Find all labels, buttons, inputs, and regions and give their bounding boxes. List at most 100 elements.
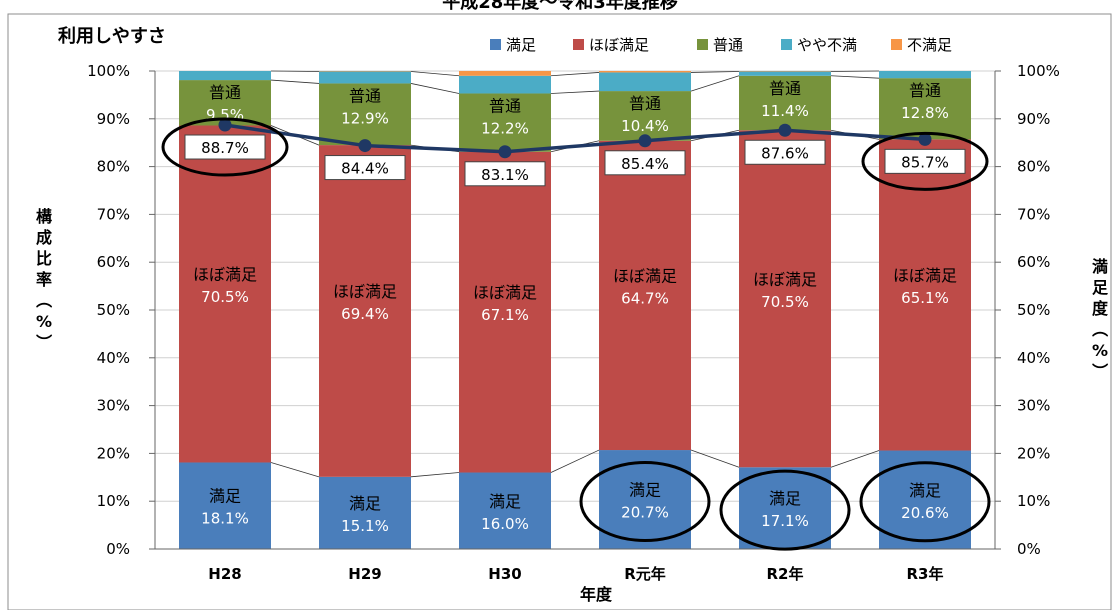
bar-label-series-name: 満足 — [769, 489, 801, 508]
satisfaction-point — [639, 134, 652, 147]
legend-label: 満足 — [506, 36, 536, 54]
y-axis-left-title-char: 比 — [36, 249, 52, 268]
y-axis-right-title-char: 度 — [1092, 299, 1109, 318]
y-tick-label-left: 40% — [97, 349, 130, 367]
y-tick-label-left: 20% — [97, 444, 130, 462]
bar-label-value: 70.5% — [201, 288, 249, 306]
bar-label-series-name: ほぼ満足 — [333, 282, 397, 301]
legend-label: 不満足 — [907, 36, 952, 54]
bar-segment — [459, 71, 551, 76]
y-axis-left-title-char: 成 — [36, 228, 52, 247]
y-tick-label-right: 40% — [1017, 349, 1050, 367]
x-tick-label: H30 — [488, 565, 521, 583]
bar-label-value: 16.0% — [481, 515, 529, 533]
y-tick-label-left: 80% — [97, 158, 130, 176]
bar-label-series-name: 普通 — [769, 79, 801, 98]
bar-label-value: 70.5% — [761, 293, 809, 311]
y-tick-label-right: 10% — [1017, 492, 1050, 510]
bar-label-value: 20.6% — [901, 504, 949, 522]
bar-label-value: 18.1% — [201, 510, 249, 528]
bar-label-series-name: 普通 — [349, 86, 381, 105]
legend-swatch — [573, 39, 584, 50]
legend-label: 普通 — [713, 36, 743, 54]
satisfaction-label: 88.7% — [201, 139, 249, 157]
bar-label-series-name: 満足 — [909, 481, 941, 500]
x-tick-label: R元年 — [624, 565, 666, 583]
y-axis-left-title-char: （ — [34, 292, 53, 308]
y-axis-left-title-char: ） — [34, 334, 53, 350]
y-tick-label-left: 90% — [97, 110, 130, 128]
y-tick-label-left: 30% — [97, 397, 130, 415]
y-axis-right-title-char: 満 — [1092, 257, 1108, 276]
y-tick-label-right: 80% — [1017, 158, 1050, 176]
bar-label-value: 11.4% — [761, 102, 809, 120]
legend-label: やや不満 — [797, 36, 857, 54]
bar-segment — [179, 71, 271, 80]
y-tick-label-left: 50% — [97, 301, 130, 319]
legend-label: ほぼ満足 — [589, 36, 649, 54]
satisfaction-point — [779, 124, 792, 137]
bar-label-series-name: 普通 — [489, 96, 521, 115]
bar-label-series-name: 満足 — [349, 494, 381, 513]
bar-label-series-name: ほぼ満足 — [893, 266, 957, 285]
bar-label-series-name: 普通 — [909, 81, 941, 100]
bar-label-series-name: ほぼ満足 — [753, 270, 817, 289]
y-tick-label-left: 70% — [97, 205, 130, 223]
y-axis-right-title-char: % — [1092, 341, 1108, 360]
y-tick-label-right: 0% — [1017, 540, 1041, 558]
bar-label-value: 15.1% — [341, 517, 389, 535]
legend-swatch — [781, 39, 792, 50]
bar-label-value: 12.8% — [901, 104, 949, 122]
satisfaction-point — [359, 139, 372, 152]
y-tick-label-right: 90% — [1017, 110, 1050, 128]
y-axis-left-title-char: 構 — [36, 207, 52, 226]
satisfaction-point — [499, 145, 512, 158]
bar-label-value: 12.2% — [481, 119, 529, 137]
y-tick-label-right: 50% — [1017, 301, 1050, 319]
bar-label-series-name: ほぼ満足 — [473, 283, 537, 302]
x-tick-label: R2年 — [767, 565, 804, 583]
x-tick-label: H28 — [208, 565, 241, 583]
bar-label-series-name: ほぼ満足 — [613, 266, 677, 285]
legend-swatch — [490, 39, 501, 50]
bar-label-value: 17.1% — [761, 512, 809, 530]
chart-top-title: 平成28年度～令和3年度推移 — [442, 0, 678, 13]
bar-segment — [459, 76, 551, 94]
y-tick-label-right: 100% — [1017, 62, 1060, 80]
legend-swatch — [891, 39, 902, 50]
bar-segment — [599, 71, 691, 72]
y-tick-label-left: 100% — [87, 62, 130, 80]
satisfaction-label: 84.4% — [341, 160, 389, 178]
y-tick-label-left: 10% — [97, 492, 130, 510]
y-tick-label-left: 0% — [106, 540, 130, 558]
chart-title: 利用しやすさ — [58, 25, 166, 47]
bar-label-value: 20.7% — [621, 504, 669, 522]
satisfaction-label: 85.4% — [621, 155, 669, 173]
y-axis-right-title-char: ） — [1090, 363, 1109, 379]
bar-segment — [879, 71, 971, 78]
legend-swatch — [697, 39, 708, 50]
y-tick-label-right: 70% — [1017, 205, 1050, 223]
x-tick-label: R3年 — [907, 565, 944, 583]
y-axis-left-title-char: % — [36, 312, 52, 331]
y-axis-left-title-char: 率 — [36, 270, 52, 289]
y-tick-label-right: 60% — [1017, 253, 1050, 271]
bar-label-series-name: 満足 — [489, 492, 521, 511]
bar-label-series-name: 満足 — [209, 487, 241, 506]
satisfaction-label: 83.1% — [481, 166, 529, 184]
bar-label-series-name: 普通 — [629, 94, 661, 113]
bar-label-value: 64.7% — [621, 289, 669, 307]
bar-segment — [599, 72, 691, 91]
bar-label-value: 67.1% — [481, 306, 529, 324]
bar-label-value: 69.4% — [341, 305, 389, 323]
y-tick-label-right: 20% — [1017, 444, 1050, 462]
bar-label-value: 65.1% — [901, 289, 949, 307]
x-tick-label: H29 — [348, 565, 381, 583]
y-tick-label-left: 60% — [97, 253, 130, 271]
bar-label-series-name: 満足 — [629, 481, 661, 500]
bar-label-value: 10.4% — [621, 117, 669, 135]
satisfaction-label: 87.6% — [761, 144, 809, 162]
